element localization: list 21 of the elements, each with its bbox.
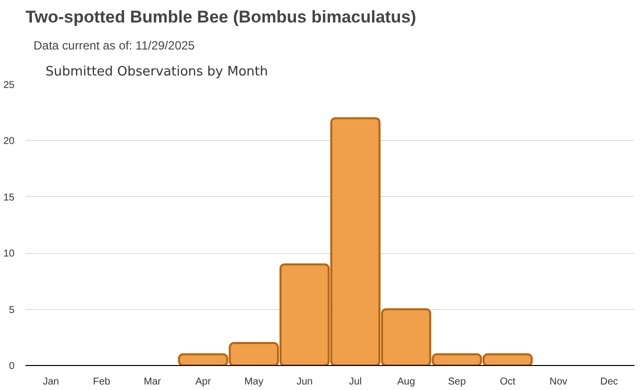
x-tick-label: Aug (397, 376, 416, 388)
x-tick-label: Mar (144, 376, 162, 388)
x-tick-label: May (244, 376, 264, 388)
y-tick-label: 25 (3, 80, 15, 91)
x-tick-label: Sep (448, 376, 466, 388)
x-tick-label: Dec (600, 376, 618, 388)
y-tick-label: 15 (3, 192, 15, 204)
y-tick-label: 20 (3, 136, 15, 148)
x-tick-label: Jun (296, 376, 313, 388)
text: Submitted Observations by Month (46, 64, 268, 80)
y-tick-label: 5 (8, 304, 15, 316)
chart-title: Two-spotted Bumble Bee (Bombus bimaculatus) (26, 8, 416, 26)
y-tick-label: 0 (8, 361, 15, 372)
x-tick-label: Nov (549, 376, 568, 388)
y-tick-label: 10 (3, 248, 15, 260)
x-tick-label: Jul (348, 376, 362, 388)
x-tick-label: Apr (195, 376, 212, 388)
x-tick-label: Oct (500, 376, 516, 388)
chart-subtitle: Data current as of: 11/29/2025 (34, 38, 196, 52)
x-tick-label: Jan (42, 376, 59, 388)
x-tick-label: Feb (93, 376, 111, 388)
